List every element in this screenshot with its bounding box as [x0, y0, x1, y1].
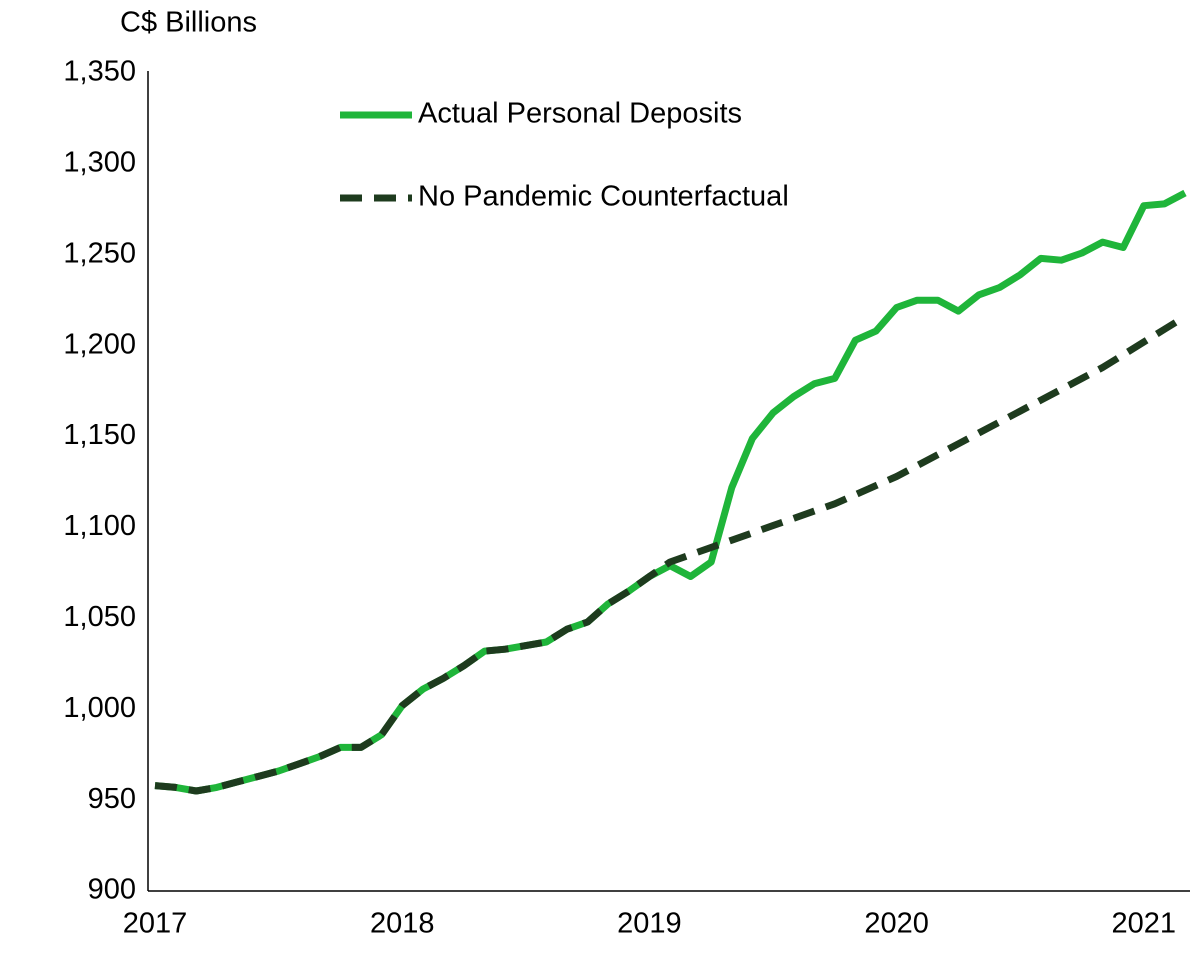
y-tick-label: 1,100: [63, 510, 136, 542]
x-tick-label: 2020: [864, 908, 929, 940]
legend-label: Actual Personal Deposits: [418, 98, 742, 130]
y-tick-label: 950: [88, 783, 136, 815]
y-tick-label: 1,150: [63, 419, 136, 451]
y-tick-label: 1,200: [63, 328, 136, 360]
series-line: [154, 189, 1187, 795]
y-axis-label: C$ Billions: [120, 7, 257, 39]
series-line: [154, 313, 1187, 795]
y-tick-label: 1,350: [63, 56, 136, 88]
x-tick-label: 2021: [1112, 908, 1177, 940]
y-tick-label: 1,250: [63, 237, 136, 269]
y-tick-label: 1,300: [63, 147, 136, 179]
x-tick-label: 2017: [123, 908, 188, 940]
y-tick-label: 900: [88, 874, 136, 906]
y-tick-label: 1,050: [63, 601, 136, 633]
y-tick-label: 1,000: [63, 692, 136, 724]
x-tick-label: 2019: [617, 908, 682, 940]
x-tick-label: 2018: [370, 908, 435, 940]
legend-label: No Pandemic Counterfactual: [418, 181, 789, 213]
